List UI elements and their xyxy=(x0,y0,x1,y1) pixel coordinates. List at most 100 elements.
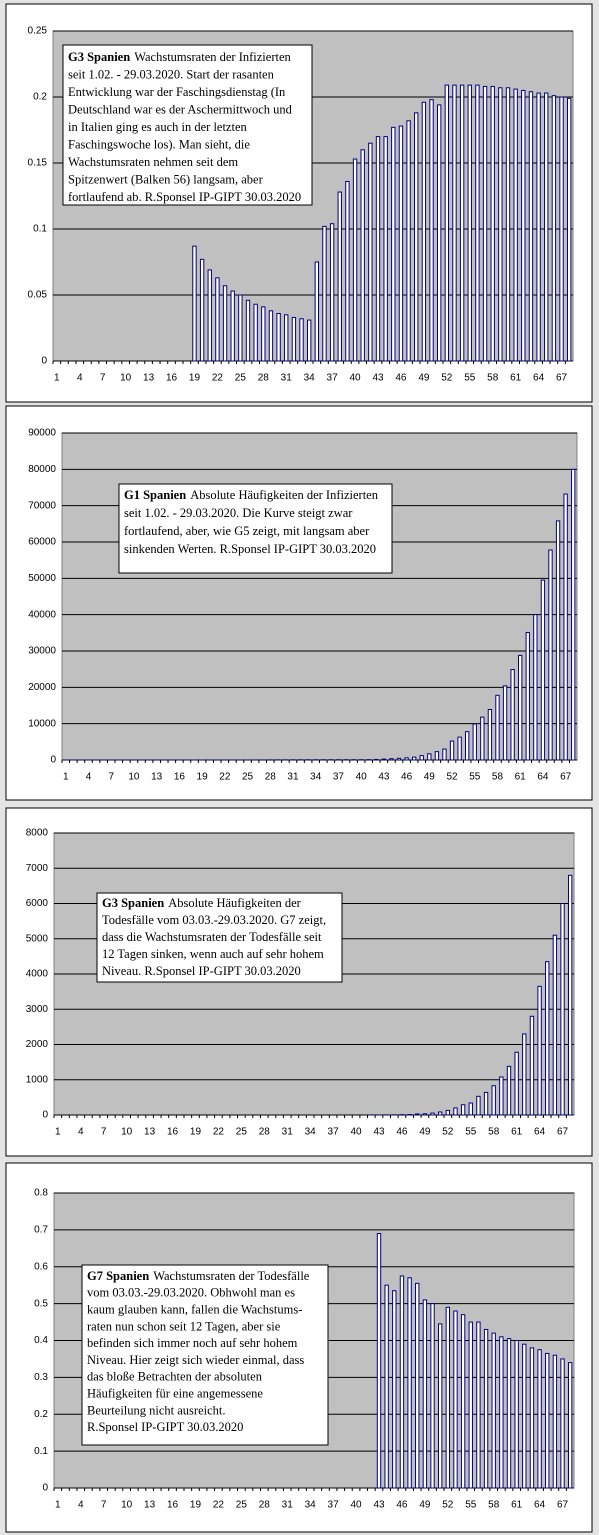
bar xyxy=(529,1347,535,1489)
bar xyxy=(533,614,538,761)
bar xyxy=(545,1352,550,1489)
bar xyxy=(528,91,534,362)
annotation-text: Wachstumsraten der Infizierten xyxy=(134,50,291,64)
bar xyxy=(522,1033,527,1116)
x-tick-label: 22 xyxy=(212,373,224,384)
bar xyxy=(389,758,394,761)
annotation-line: seit 1.02. - 29.03.2020. Die Kurve steig… xyxy=(124,506,353,520)
x-tick-label: 52 xyxy=(442,1127,454,1138)
x-tick-label: 46 xyxy=(401,772,413,783)
x-tick-label: 55 xyxy=(465,1500,477,1511)
annotation-lead: G1 Spanien xyxy=(124,488,186,502)
bar xyxy=(399,1275,405,1489)
annotation-lead: G3 Spanien xyxy=(102,896,164,910)
x-tick-label: 1 xyxy=(55,1500,61,1511)
bar xyxy=(230,290,235,362)
bar xyxy=(437,1111,443,1116)
x-tick-label: 28 xyxy=(265,772,277,783)
x-tick-label: 61 xyxy=(511,1127,523,1138)
annotation-line: 12 Tagen sinken, wenn auch auf sehr hohe… xyxy=(102,947,324,961)
x-tick-label: 19 xyxy=(190,1127,202,1138)
y-tick-label: 0.2 xyxy=(33,92,47,103)
bar xyxy=(551,95,557,362)
annotation-line: Beurteilung nicht ausreicht. xyxy=(87,1403,226,1417)
x-tick-label: 67 xyxy=(560,772,572,783)
x-tick-label: 34 xyxy=(310,772,322,783)
bar xyxy=(276,312,281,362)
bar xyxy=(495,694,500,761)
x-tick-label: 22 xyxy=(219,772,231,783)
x-tick-label: 4 xyxy=(78,1127,84,1138)
bar xyxy=(383,136,388,362)
x-tick-label: 31 xyxy=(282,1127,294,1138)
x-tick-label: 1 xyxy=(54,373,60,384)
bar xyxy=(192,245,197,362)
x-tick-label: 34 xyxy=(305,1500,317,1511)
bar xyxy=(510,669,515,761)
annotation-lead: G3 Spanien xyxy=(68,50,130,64)
bar xyxy=(491,1085,496,1116)
x-tick-label: 49 xyxy=(424,772,436,783)
annotation-line: Faschingswoche los). Man sieht, die xyxy=(68,137,250,151)
bar xyxy=(552,1354,558,1489)
x-tick-label: 67 xyxy=(557,1127,569,1138)
bar xyxy=(483,1091,489,1116)
annotation-line: R.Sponsel IP-GIPT 30.03.2020 xyxy=(87,1420,243,1434)
bar xyxy=(453,1310,458,1489)
annotation-line: in Italien ging es auch in der letzten xyxy=(68,120,248,134)
annotation-line: Deutschland war es der Aschermittwoch un… xyxy=(68,102,293,116)
bar xyxy=(368,142,373,362)
bar xyxy=(414,112,419,362)
x-tick-label: 40 xyxy=(350,1500,362,1511)
bar xyxy=(483,1328,489,1489)
annotation-box xyxy=(62,44,313,206)
bar xyxy=(452,84,457,362)
annotation-line: das bloße Betrachten der absoluten xyxy=(87,1370,263,1384)
x-tick-label: 64 xyxy=(533,373,545,384)
bar xyxy=(476,1095,481,1116)
x-tick-label: 28 xyxy=(259,1500,271,1511)
bar xyxy=(445,1109,451,1116)
x-tick-label: 67 xyxy=(557,1500,569,1511)
bar xyxy=(406,120,411,362)
y-tick-label: 0.1 xyxy=(34,1446,48,1457)
x-tick-label: 64 xyxy=(537,772,549,783)
x-tick-label: 52 xyxy=(446,772,458,783)
x-tick-label: 46 xyxy=(395,373,407,384)
bar xyxy=(445,1306,451,1489)
x-tick-label: 58 xyxy=(487,373,499,384)
x-tick-label: 40 xyxy=(349,373,361,384)
bar xyxy=(491,1332,496,1489)
y-tick-label: 40000 xyxy=(28,609,56,620)
bar xyxy=(506,1338,512,1489)
bar xyxy=(375,136,381,362)
y-tick-label: 6000 xyxy=(26,898,49,909)
x-tick-label: 55 xyxy=(465,1127,477,1138)
annotation-line: sinkenden Werten. R.Sponsel IP-GIPT 30.0… xyxy=(124,542,376,556)
y-tick-label: 8000 xyxy=(26,828,49,839)
x-tick-label: 61 xyxy=(510,373,522,384)
y-tick-label: 4000 xyxy=(26,969,49,980)
x-tick-label: 37 xyxy=(333,772,345,783)
x-tick-label: 22 xyxy=(213,1127,225,1138)
annotation-box xyxy=(118,483,393,574)
x-tick-label: 67 xyxy=(556,373,568,384)
bar xyxy=(566,97,572,362)
bar xyxy=(376,1233,382,1489)
bar xyxy=(419,755,424,761)
bar xyxy=(514,1340,519,1489)
bar xyxy=(552,934,558,1116)
bar xyxy=(480,716,485,761)
bar xyxy=(499,1336,504,1489)
x-tick-label: 58 xyxy=(488,1127,500,1138)
y-tick-label: 3000 xyxy=(26,1004,49,1015)
annotation-box xyxy=(81,1264,329,1446)
bar xyxy=(563,493,568,761)
x-tick-label: 13 xyxy=(151,772,163,783)
x-tick-label: 40 xyxy=(350,1127,362,1138)
y-tick-label: 0.25 xyxy=(28,26,48,37)
x-tick-label: 43 xyxy=(373,1127,385,1138)
annotation-line: seit 1.02. - 29.03.2020. Start der rasan… xyxy=(68,67,275,81)
bar xyxy=(502,685,508,761)
